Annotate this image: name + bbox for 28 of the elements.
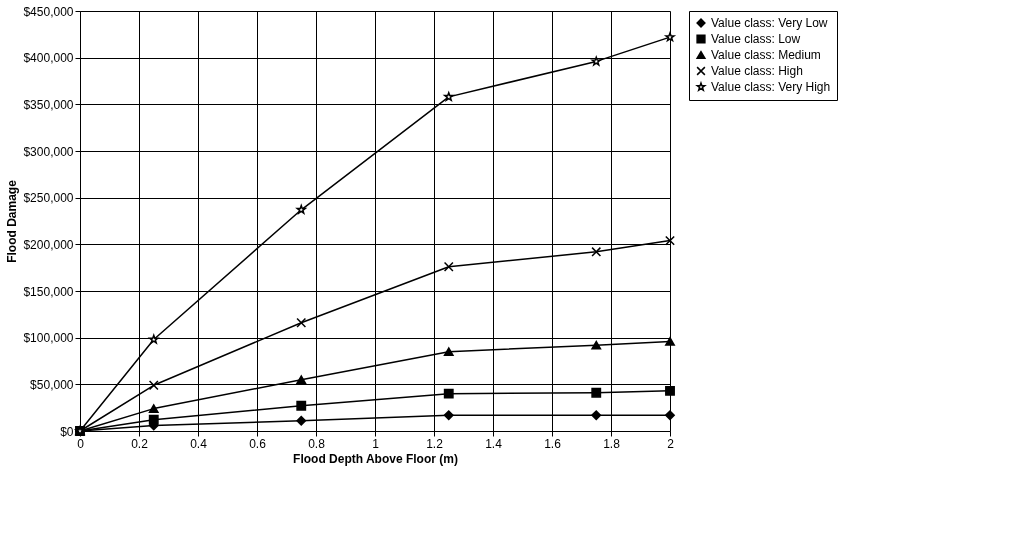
x-tick-label: 0.4 — [190, 436, 208, 451]
y-tick-label: $200,000 — [23, 237, 74, 252]
y-tick-label: $400,000 — [23, 51, 74, 66]
x-tick-label: 1 — [372, 436, 380, 451]
x-axis-title: Flood Depth Above Floor (m) — [293, 451, 458, 466]
x-tick-label: 0.8 — [308, 436, 326, 451]
x-tick-label: 1.2 — [426, 436, 444, 451]
y-tick-label: $50,000 — [30, 377, 74, 392]
x-tick-label: 1.6 — [544, 436, 562, 451]
y-axis-title: Flood Damage — [5, 179, 20, 263]
x-tick-label: 1.8 — [603, 436, 621, 451]
legend-label: Value class: Very Low — [711, 16, 828, 30]
x-tick-label: 0.6 — [249, 436, 267, 451]
y-tick-label: $350,000 — [23, 97, 74, 112]
x-tick-label: 2 — [667, 436, 675, 451]
y-tick-label: $100,000 — [23, 331, 74, 346]
y-tick-label: $250,000 — [23, 191, 74, 206]
legend-label: Value class: Medium — [711, 48, 821, 62]
legend-label: Value class: High — [711, 64, 803, 78]
x-tick-label: 0 — [77, 436, 85, 451]
y-tick-label: $0 — [60, 424, 74, 439]
y-tick-label: $150,000 — [23, 284, 74, 299]
y-tick-label: $450,000 — [23, 4, 74, 19]
legend-label: Value class: Low — [711, 32, 801, 46]
x-tick-label: 0.2 — [131, 436, 149, 451]
y-tick-label: $300,000 — [23, 144, 74, 159]
x-tick-label: 1.4 — [485, 436, 503, 451]
legend-label: Value class: Very High — [711, 80, 831, 94]
